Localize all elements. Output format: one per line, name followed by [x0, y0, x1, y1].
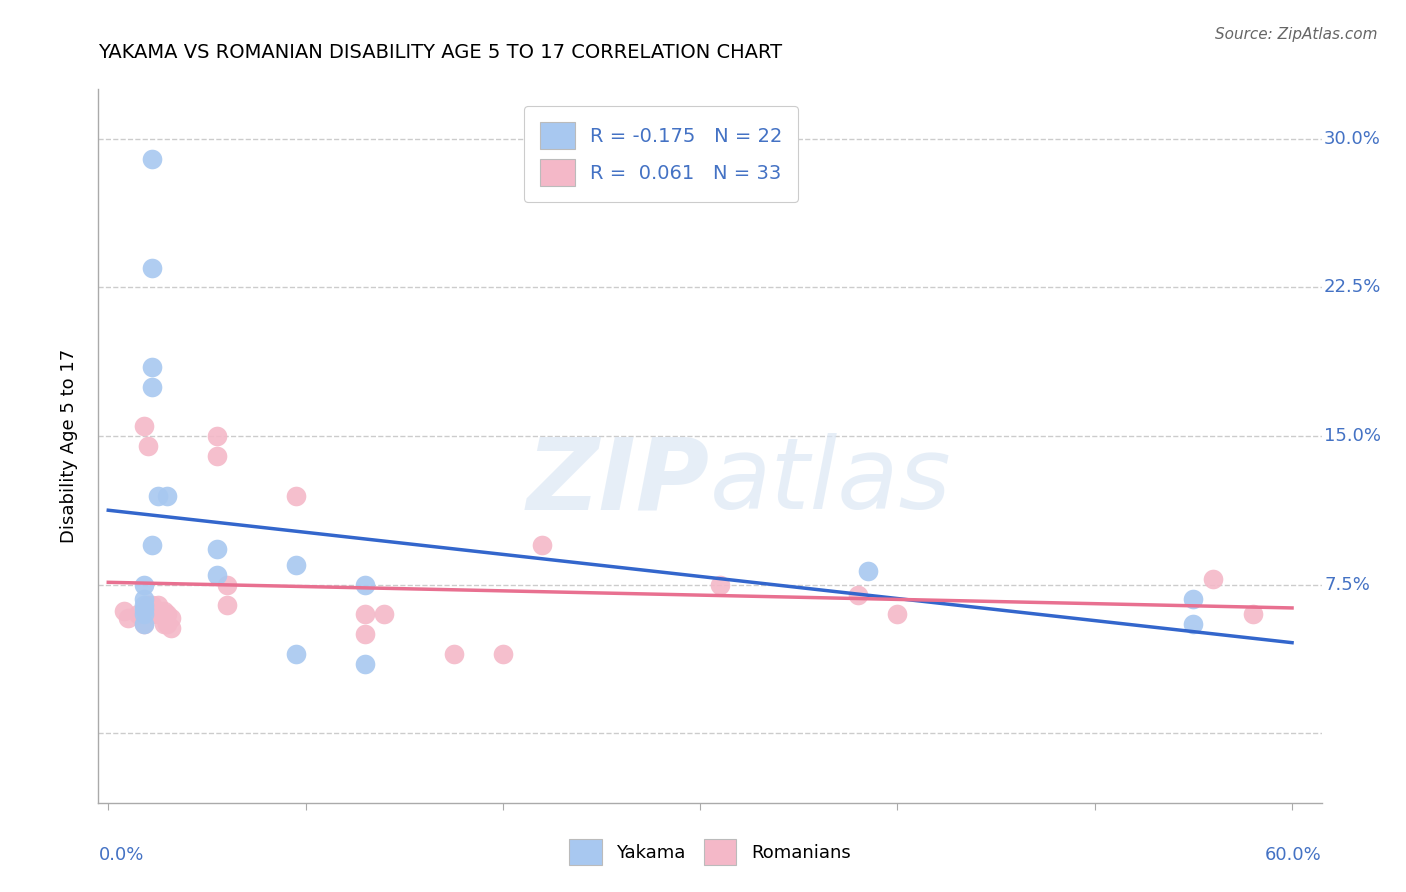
Point	[156, 617, 179, 632]
Point	[141, 379, 163, 393]
Point	[132, 607, 155, 622]
Point	[205, 542, 228, 557]
Point	[156, 607, 179, 622]
Point	[152, 617, 174, 632]
Point	[132, 578, 155, 592]
Point	[132, 601, 155, 615]
Point	[127, 607, 149, 622]
Text: 60.0%: 60.0%	[1265, 846, 1322, 863]
Y-axis label: Disability Age 5 to 17: Disability Age 5 to 17	[59, 349, 77, 543]
Point	[373, 607, 395, 622]
Text: YAKAMA VS ROMANIAN DISABILITY AGE 5 TO 17 CORRELATION CHART: YAKAMA VS ROMANIAN DISABILITY AGE 5 TO 1…	[98, 44, 783, 62]
Point	[215, 598, 238, 612]
Point	[709, 578, 731, 592]
Point	[443, 647, 465, 661]
Point	[117, 611, 139, 625]
Point	[136, 598, 159, 612]
Point	[132, 598, 155, 612]
Text: Source: ZipAtlas.com: Source: ZipAtlas.com	[1215, 27, 1378, 42]
Point	[215, 578, 238, 592]
Point	[1182, 617, 1205, 632]
Text: 30.0%: 30.0%	[1324, 129, 1381, 148]
Text: 22.5%: 22.5%	[1324, 278, 1382, 296]
Point	[205, 567, 228, 582]
Point	[156, 489, 179, 503]
Point	[141, 598, 163, 612]
Point	[132, 617, 155, 632]
Point	[136, 439, 159, 453]
Point	[141, 538, 163, 552]
Point	[846, 588, 869, 602]
Text: 0.0%: 0.0%	[98, 846, 143, 863]
Point	[160, 621, 183, 635]
Point	[205, 449, 228, 463]
Point	[492, 647, 515, 661]
Point	[353, 657, 375, 671]
Point	[160, 611, 183, 625]
Point	[886, 607, 908, 622]
Point	[1182, 591, 1205, 606]
Point	[856, 564, 879, 578]
Point	[141, 359, 163, 374]
Point	[141, 152, 163, 166]
Point	[146, 598, 169, 612]
Legend: Yakama, Romanians: Yakama, Romanians	[562, 832, 858, 872]
Point	[132, 617, 155, 632]
Point	[353, 627, 375, 641]
Point	[132, 419, 155, 434]
Point	[284, 647, 307, 661]
Point	[284, 558, 307, 572]
Point	[1241, 607, 1264, 622]
Text: atlas: atlas	[710, 434, 952, 530]
Point	[531, 538, 554, 552]
Point	[141, 607, 163, 622]
Point	[112, 603, 135, 617]
Point	[146, 607, 169, 622]
Point	[284, 489, 307, 503]
Point	[353, 578, 375, 592]
Point	[141, 260, 163, 275]
Point	[146, 489, 169, 503]
Point	[1202, 572, 1225, 586]
Text: 15.0%: 15.0%	[1324, 427, 1381, 445]
Point	[132, 591, 155, 606]
Point	[353, 607, 375, 622]
Text: ZIP: ZIP	[527, 434, 710, 530]
Point	[152, 603, 174, 617]
Text: 7.5%: 7.5%	[1324, 575, 1369, 594]
Point	[205, 429, 228, 443]
